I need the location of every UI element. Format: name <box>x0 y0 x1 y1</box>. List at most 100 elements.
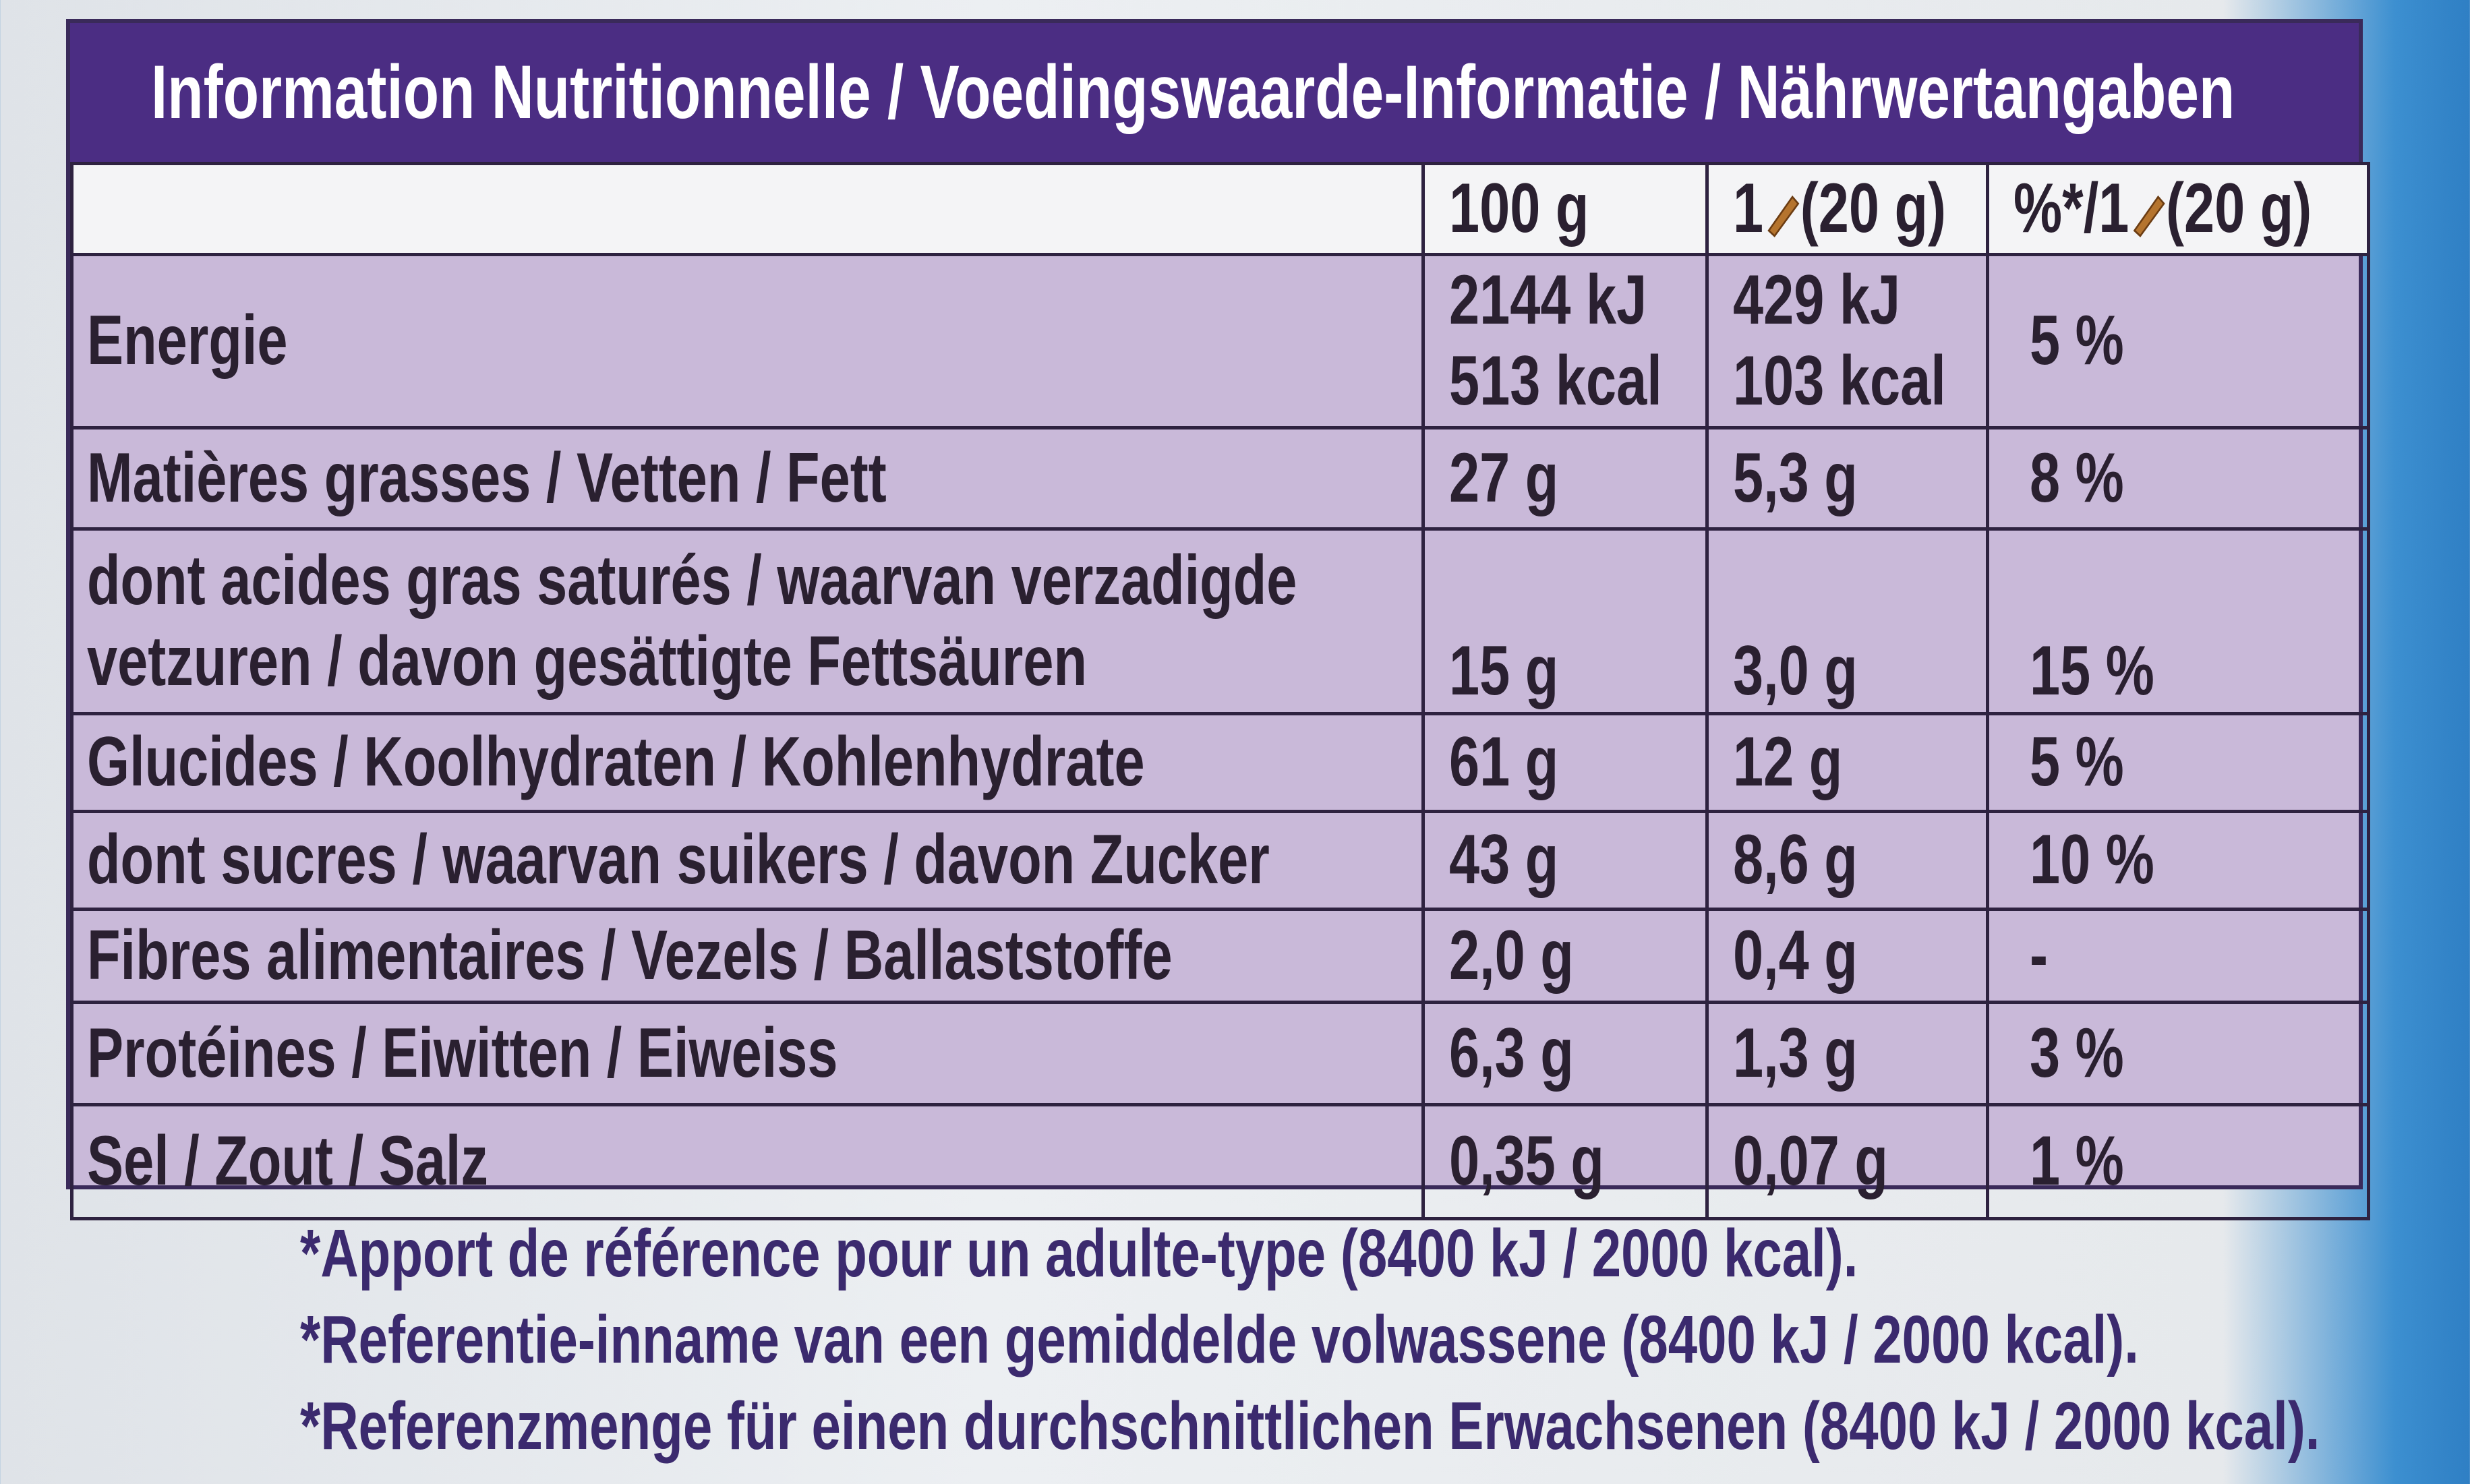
title: Information Nutritionnelle / Voedingswaa… <box>151 50 2235 134</box>
nutrient-row: dont sucres / waarvan suikers / davon Zu… <box>70 810 2370 911</box>
value-cell: 429 kJ 103 kcal <box>1705 253 1989 429</box>
nutrition-table: 100 g 1 (20 g) %*/1 (20 g) Energie 2144 kJ 513 … <box>70 162 2370 1220</box>
cell-text: 5,3 g <box>1733 438 1858 519</box>
header-cell: 100 g <box>1421 162 1709 256</box>
footnote: *Apport de référence pour un adulte-type… <box>300 1210 2470 1297</box>
cell-text: 15 g <box>1449 631 1559 711</box>
value-cell: 43 g <box>1421 810 1709 911</box>
text: 8 % <box>2030 438 2124 517</box>
cell-text: 429 kJ 103 kcal <box>1733 260 1946 421</box>
text: 0,07 g <box>1733 1122 1888 1201</box>
cell-text: 43 g <box>1449 820 1558 901</box>
value-cell: 61 g <box>1421 712 1709 813</box>
text: 15 g <box>1449 632 1559 711</box>
cell-text: 1 % <box>2030 1121 2124 1202</box>
cell-text: 12 g <box>1733 722 1842 803</box>
value-cell: 0,4 g <box>1705 908 1989 1004</box>
header-cell: 1 (20 g) <box>1705 162 1989 256</box>
nutrient-row: Sel / Zout / Salz 0,35 g 0,07 g 1 % <box>70 1103 2370 1220</box>
cell-text: - <box>2030 916 2048 997</box>
text: 103 kcal <box>1733 342 1946 420</box>
row-label: Energie <box>87 301 288 380</box>
nutrient-row: Matières grasses / Vetten / Fett 27 g 5,3 … <box>70 426 2370 531</box>
value-cell: 0,35 g <box>1421 1103 1709 1220</box>
text: 1 <box>1733 169 1764 248</box>
cell-text: 8,6 g <box>1733 820 1858 901</box>
text: 8,6 g <box>1733 821 1858 899</box>
value-cell: 5 % <box>1986 712 2370 813</box>
text: 2,0 g <box>1449 916 1574 995</box>
footnotes: *Apport de référence pour un adulte-type… <box>300 1210 2470 1469</box>
cell-text: 8 % <box>2030 438 2124 519</box>
cell-text: 10 % <box>2030 820 2154 901</box>
nutrition-panel: Information Nutritionnelle / Voedingswaa… <box>66 19 2370 1220</box>
value-cell: 15 g <box>1421 527 1709 715</box>
text: 5,3 g <box>1733 438 1858 517</box>
cell-text: 100 g <box>1449 169 1589 249</box>
label-cell: dont sucres / waarvan suikers / davon Zu… <box>70 810 1425 911</box>
label-cell: Protéines / Eiwitten / Eiweiss <box>70 1001 1425 1106</box>
value-cell: 2,0 g <box>1421 908 1709 1004</box>
cell-text: 2,0 g <box>1449 916 1574 997</box>
text: (20 g) <box>2165 169 2312 248</box>
text: 5 % <box>2030 723 2124 802</box>
text: - <box>2030 916 2049 995</box>
text: 43 g <box>1449 821 1559 899</box>
value-cell: 8 % <box>1986 426 2370 531</box>
cell-text: 5 % <box>2030 722 2124 803</box>
label-cell: Energie <box>70 253 1425 429</box>
cell-text: 0,35 g <box>1449 1121 1604 1202</box>
row-label: Protéines / Eiwitten / Eiweiss <box>87 1013 838 1092</box>
cell-text: 1 (20 g) <box>1733 169 1946 249</box>
label-cell: dont acides gras saturés / waarvan verza… <box>70 527 1425 715</box>
value-cell: 15 % <box>1986 527 2370 715</box>
cell-text: 0,07 g <box>1733 1121 1888 1202</box>
cell-text: 1,3 g <box>1733 1013 1858 1094</box>
value-cell: 6,3 g <box>1421 1001 1709 1106</box>
value-cell: 3 % <box>1986 1001 2370 1106</box>
text: 27 g <box>1449 438 1559 517</box>
cell-text: 3 % <box>2030 1013 2124 1094</box>
footnote-text: *Referentie-inname van een gemiddelde vo… <box>300 1302 2139 1377</box>
cell-text: 61 g <box>1449 722 1558 803</box>
nutrient-row: Energie 2144 kJ 513 kcal 429 kJ 103 kcal 5 % <box>70 253 2370 429</box>
text: (20 g) <box>1800 169 1947 248</box>
footnote: *Referenzmenge für einen durchschnittlic… <box>300 1383 2470 1469</box>
text: 6,3 g <box>1449 1013 1574 1092</box>
label-cell: Matières grasses / Vetten / Fett <box>70 426 1425 531</box>
value-cell: 5,3 g <box>1705 426 1989 531</box>
value-cell: 5 % <box>1986 253 2370 429</box>
text: 12 g <box>1733 723 1843 802</box>
text: 10 % <box>2030 821 2154 899</box>
value-cell: 27 g <box>1421 426 1709 531</box>
text: 1,3 g <box>1733 1013 1858 1092</box>
value-cell: 12 g <box>1705 712 1989 813</box>
header-cell: %*/1 (20 g) <box>1986 162 2370 256</box>
nutrient-row: Protéines / Eiwitten / Eiweiss 6,3 g 1,3 g… <box>70 1001 2370 1106</box>
text: 61 g <box>1449 723 1559 802</box>
text: 100 g <box>1449 169 1589 248</box>
nutrient-row: Fibres alimentaires / Vezels / Ballastst… <box>70 908 2370 1004</box>
footnote-text: *Referenzmenge für einen durchschnittlic… <box>300 1388 2320 1464</box>
cell-text: %*/1 (20 g) <box>2013 169 2312 249</box>
value-cell: - <box>1986 908 2370 1004</box>
value-cell: 0,07 g <box>1705 1103 1989 1220</box>
cell-text: 15 % <box>2030 631 2154 710</box>
text: 3,0 g <box>1733 632 1858 711</box>
footnote-text: *Apport de référence pour un adulte-type… <box>300 1216 1858 1291</box>
header-row: 100 g 1 (20 g) %*/1 (20 g) <box>70 162 2370 256</box>
nutrient-row: Glucides / Koolhydraten / Kohlenhydrate 6… <box>70 712 2370 813</box>
cell-text: 0,4 g <box>1733 916 1858 997</box>
value-cell: 2144 kJ 513 kcal <box>1421 253 1709 429</box>
label-cell: Sel / Zout / Salz <box>70 1103 1425 1220</box>
text: 2144 kJ <box>1449 261 1647 340</box>
row-label: Glucides / Koolhydraten / Kohlenhydrate <box>87 723 1145 802</box>
text: 5 % <box>2030 301 2124 380</box>
row-label: dont acides gras saturés / waarvan verza… <box>87 541 1297 701</box>
value-cell: 1,3 g <box>1705 1001 1989 1106</box>
value-cell: 3,0 g <box>1705 527 1989 715</box>
title-bar: Information Nutritionnelle / Voedingswaa… <box>70 23 2359 162</box>
footnote: *Referentie-inname van een gemiddelde vo… <box>300 1297 2470 1383</box>
value-cell: 1 % <box>1986 1103 2370 1220</box>
